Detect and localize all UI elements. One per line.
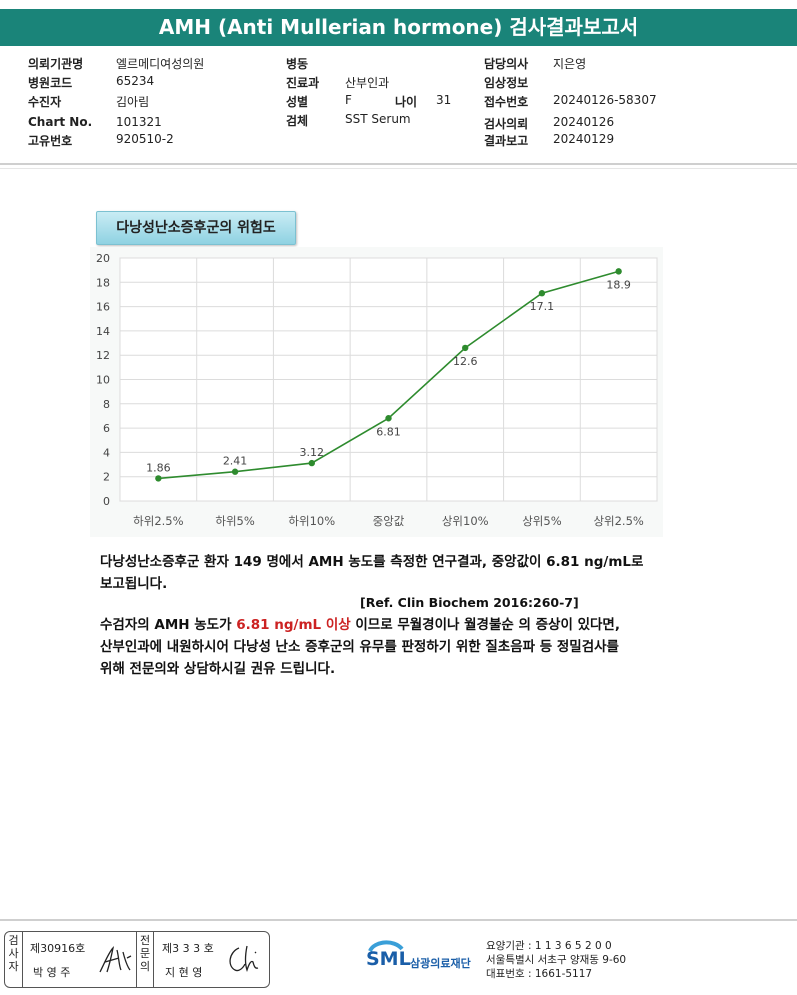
header-divider-thin xyxy=(0,168,797,169)
x-tick-label: 하위2.5% xyxy=(133,514,183,528)
unique-no-label: 고유번호 xyxy=(28,134,73,148)
y-tick-label: 18 xyxy=(96,276,110,289)
hospital-code-label: 병원코드 xyxy=(28,76,73,90)
x-tick-label: 하위10% xyxy=(288,514,335,528)
institution-value: 엘르메디여성의원 xyxy=(116,57,205,71)
unique-no-value: 920510-2 xyxy=(116,132,174,146)
report-date-value: 20240129 xyxy=(553,132,615,146)
y-tick-label: 4 xyxy=(103,446,110,459)
chart-title-tag: 다낭성난소증후군의 위험도 xyxy=(96,211,296,245)
study-paragraph: 다낭성난소증후군 환자 149 명에서 AMH 농도를 측정한 연구결과, 중앙… xyxy=(100,551,643,595)
data-label: 1.86 xyxy=(146,461,171,474)
chart-svg: 0 2 4 6 8 10 12 14 16 18 20 하위2.5% 하위5% 하위10% 중앙값 상위10%… xyxy=(96,252,658,528)
advice-line-1: 수검자의 AMH 농도가 6.81 ng/mL 이상 이므로 무월경이나 월경불… xyxy=(100,614,620,636)
data-label: 3.12 xyxy=(300,446,325,459)
specialist-signature xyxy=(229,945,259,973)
chart-no-label: Chart No. xyxy=(28,115,93,129)
advice-paragraph: 수검자의 AMH 농도가 6.81 ng/mL 이상 이므로 무월경이나 월경불… xyxy=(100,614,620,680)
ward-label: 병동 xyxy=(286,57,309,71)
tester-number: 제30916호 xyxy=(30,942,86,955)
advice-line-2: 산부인과에 내원하시어 다낭성 난소 증후군의 유무를 판정하기 위한 질초음파… xyxy=(100,639,619,655)
request-label: 검사의뢰 xyxy=(484,117,529,131)
lab-phone: 대표번호 : 1661-5117 xyxy=(486,968,593,980)
clinical-label: 임상정보 xyxy=(484,76,529,90)
receipt-value: 20240126-58307 xyxy=(553,93,657,107)
x-tick-label: 중앙값 xyxy=(373,514,405,528)
data-label: 17.1 xyxy=(530,300,555,313)
x-tick-label: 상위10% xyxy=(442,514,489,528)
lab-code: 요양기관 : 1 1 3 6 5 2 0 0 xyxy=(486,940,612,952)
tester-col-text: 검사자 xyxy=(8,934,19,973)
specialist-col-text: 전문의 xyxy=(139,934,151,973)
report-date-label: 결과보고 xyxy=(484,134,529,148)
specialist-number: 제3 3 3 호 xyxy=(162,942,214,955)
hospital-code-value: 65234 xyxy=(116,74,155,88)
study-line-1: 다낭성난소증후군 환자 149 명에서 AMH 농도를 측정한 연구결과, 중앙… xyxy=(100,554,644,570)
y-tick-label: 8 xyxy=(103,398,110,411)
y-tick-label: 14 xyxy=(96,325,110,338)
reference: [Ref. Clin Biochem 2016:260-7] xyxy=(360,595,579,610)
doctor-label: 담당의사 xyxy=(484,57,529,71)
doctor-value: 지은영 xyxy=(553,57,587,71)
department-value: 산부인과 xyxy=(345,76,390,90)
data-point xyxy=(231,468,239,475)
request-value: 20240126 xyxy=(553,115,615,129)
sex-value: F xyxy=(345,93,352,107)
specimen-value: SST Serum xyxy=(345,112,411,126)
x-tick-label: 상위2.5% xyxy=(593,514,643,528)
data-point xyxy=(538,290,546,297)
sml-logo-icon xyxy=(368,940,404,953)
y-tick-label: 6 xyxy=(103,422,110,435)
y-tick-label: 10 xyxy=(96,374,110,387)
tester-col-label: 검사자 xyxy=(5,932,23,987)
data-label: 12.6 xyxy=(453,355,478,368)
lab-address: 서울특별시 서초구 양재동 9-60 xyxy=(486,954,627,966)
data-point xyxy=(462,344,469,352)
advice-highlight: 6.81 ng/mL 이상 xyxy=(236,617,351,633)
y-tick-label: 16 xyxy=(96,301,110,314)
specimen-label: 검체 xyxy=(286,114,309,128)
pcos-risk-chart: 0 2 4 6 8 10 12 14 16 18 20 하위2.5% 하위5% 하위10% 중앙값 상위10%… xyxy=(90,247,663,537)
data-label: 2.41 xyxy=(223,455,248,468)
institution-label: 의뢰기관명 xyxy=(28,57,84,71)
advice-pre: 수검자의 AMH 농도가 xyxy=(100,617,237,633)
lab-name: 삼광의료재단 xyxy=(410,957,471,970)
y-tick-label: 0 xyxy=(103,495,110,508)
patient-label: 수진자 xyxy=(28,95,62,109)
receipt-label: 접수번호 xyxy=(484,95,529,109)
sml-logo-text: SML xyxy=(366,948,411,970)
tester-signature xyxy=(99,946,132,973)
advice-line-3: 위해 전문의와 상담하시길 권유 드립니다. xyxy=(100,661,336,677)
y-tick-label: 12 xyxy=(96,349,110,362)
age-value: 31 xyxy=(436,93,452,107)
x-tick-label: 하위5% xyxy=(215,514,254,528)
footer-divider xyxy=(0,919,797,921)
signature-box: 검사자 제30916호 박 영 주 전문의 제3 3 3 호 지 현 영 xyxy=(4,931,270,988)
age-label: 나이 xyxy=(395,95,418,109)
data-label: 18.9 xyxy=(606,278,631,291)
report-title: AMH (Anti Mullerian hormone) 검사결과보고서 xyxy=(0,9,797,46)
data-label: 6.81 xyxy=(376,425,401,438)
data-point xyxy=(155,475,162,482)
data-point xyxy=(308,459,315,467)
header-divider xyxy=(0,163,797,165)
department-label: 진료과 xyxy=(286,76,320,90)
data-point xyxy=(615,268,622,275)
y-tick-label: 2 xyxy=(103,471,110,484)
specialist-name: 지 현 영 xyxy=(165,966,203,979)
y-tick-label: 20 xyxy=(96,252,110,265)
study-line-2: 보고됩니다. xyxy=(100,576,168,592)
sex-label: 성별 xyxy=(286,95,309,109)
chart-no-value: 101321 xyxy=(116,115,162,129)
patient-value: 김아림 xyxy=(116,95,150,109)
x-tick-label: 상위5% xyxy=(522,514,561,528)
data-point xyxy=(385,415,392,422)
lab-info: 요양기관 : 1 1 3 6 5 2 0 0 서울특별시 서초구 양재동 9-6… xyxy=(486,939,626,981)
specialist-col-label: 전문의 xyxy=(136,932,154,987)
advice-post: 이므로 무월경이나 월경불순 의 증상이 있다면, xyxy=(350,617,620,633)
tester-name: 박 영 주 xyxy=(33,966,71,979)
